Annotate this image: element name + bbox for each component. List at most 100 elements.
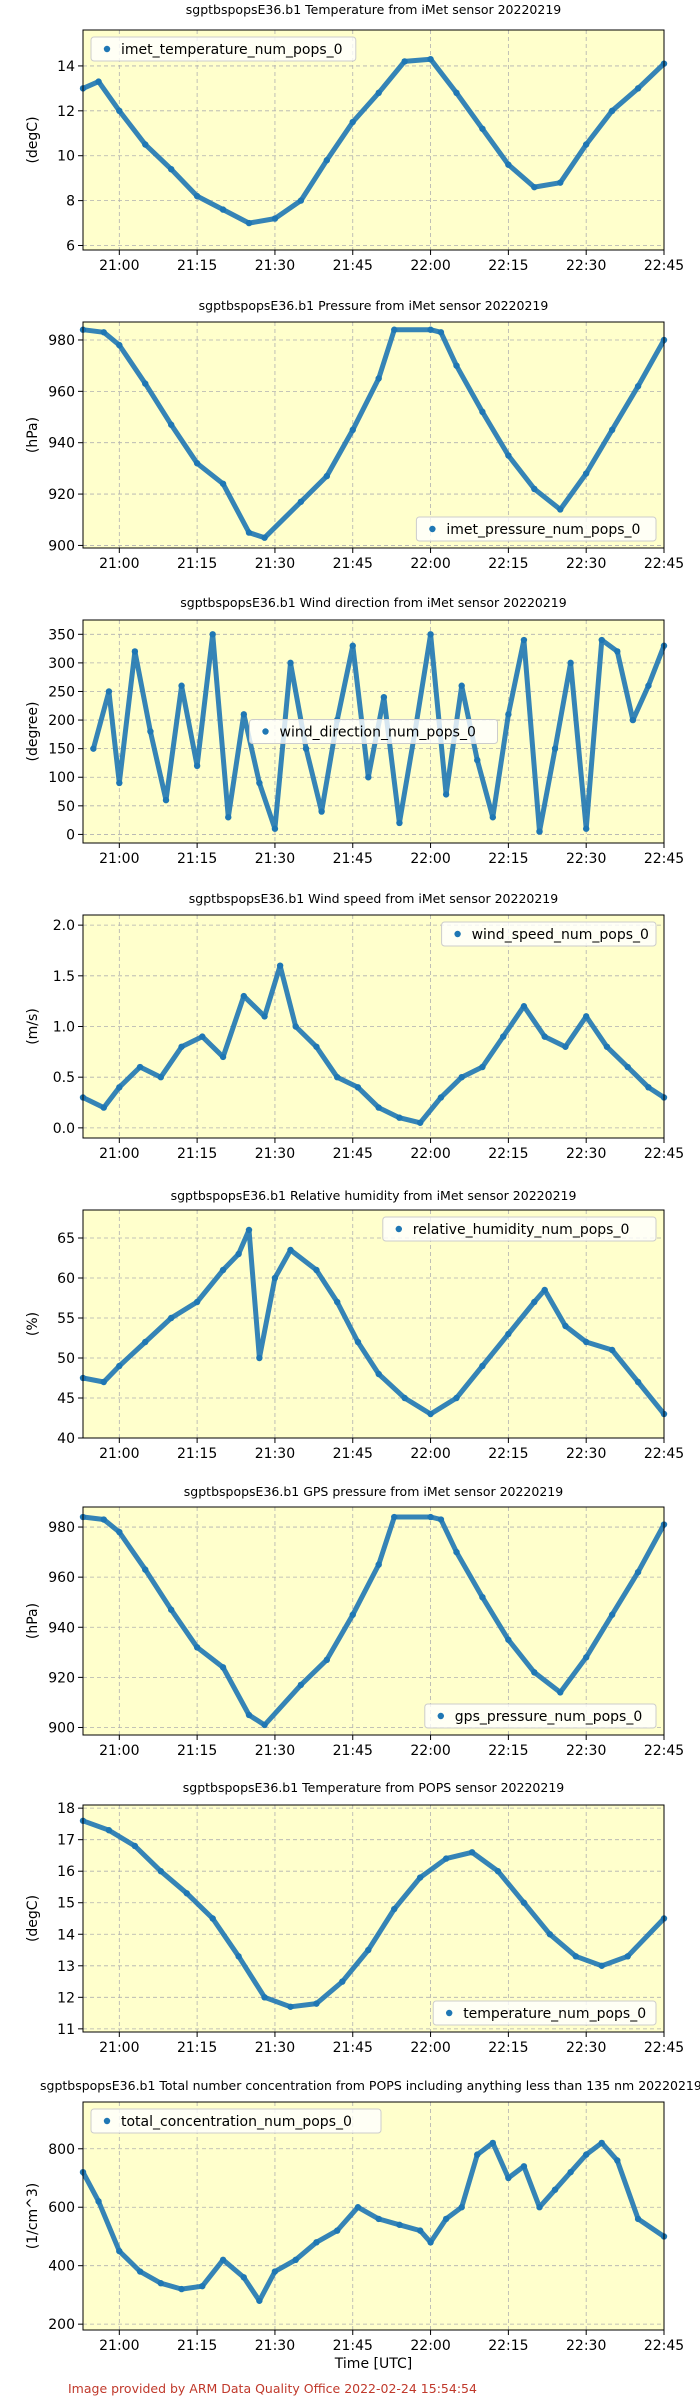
legend: imet_temperature_num_pops_0 (90, 36, 357, 62)
chart-panel-5: 21:00 21:15 21:30 21:45 22:00 22:15 22:30 22:45… (25, 1484, 684, 1759)
x-tick-label: 21:45 (333, 556, 373, 572)
data-point (608, 107, 616, 115)
data-point (416, 2227, 424, 2234)
legend-box (441, 921, 657, 947)
y-tick-label: 0 (66, 827, 75, 843)
data-point (261, 1994, 268, 2001)
chart-title: sgptbspopsE36.b1 Wind speed from iMet se… (189, 891, 558, 906)
chart-title: sgptbspopsE36.b1 Wind direction from iMe… (180, 595, 566, 610)
data-point (453, 89, 460, 97)
legend-marker (446, 2009, 453, 2017)
data-point (391, 1905, 398, 1913)
legend-box (415, 516, 657, 542)
chart-title: sgptbspopsE36.b1 Temperature from iMet s… (186, 2, 562, 17)
data-point (608, 1346, 616, 1354)
y-tick-label: 0.5 (53, 1070, 75, 1086)
x-tick-label: 21:30 (255, 1743, 295, 1759)
x-tick-label: 22:45 (644, 1446, 684, 1462)
legend: gps_pressure_num_pops_0 (424, 1703, 657, 1729)
data-point (157, 1073, 165, 1081)
y-tick-label: 50 (57, 799, 75, 815)
chart-panel-6: 21:00 21:15 21:30 21:45 22:00 22:15 22:30 22:45… (25, 1780, 684, 2056)
x-tick-label: 22:30 (566, 851, 606, 867)
data-point (427, 631, 434, 638)
x-tick-label: 21:00 (99, 2040, 139, 2056)
data-point (323, 472, 331, 480)
data-point (645, 1084, 652, 1091)
x-axis-label: Time [UTC] (334, 2356, 412, 2372)
x-tick-label: 22:45 (644, 851, 684, 867)
y-tick-label: 940 (48, 1620, 75, 1636)
x-tick-label: 22:00 (410, 2040, 450, 2056)
data-point (557, 1689, 564, 1696)
data-point (603, 1043, 611, 1050)
data-point (147, 728, 154, 735)
data-point (375, 375, 382, 382)
data-point (209, 631, 216, 638)
data-point (131, 648, 139, 655)
y-tick-label: 11 (57, 2022, 75, 2038)
x-tick-label: 22:00 (410, 851, 450, 867)
plot-frame (82, 321, 665, 549)
x-tick-label: 22:45 (644, 2338, 684, 2354)
legend-label: total_concentration_num_pops_0 (121, 2114, 352, 2130)
data-point (536, 2204, 543, 2211)
y-axis-label: (hPa) (25, 417, 41, 453)
data-point (582, 1013, 590, 1020)
legend: wind_speed_num_pops_0 (441, 921, 657, 947)
y-tick-label: 12 (57, 1990, 75, 2006)
data-point (634, 2215, 642, 2223)
legend-marker (437, 1712, 444, 1720)
data-point (313, 2239, 320, 2246)
data-point (105, 1827, 113, 1834)
x-tick-label: 21:15 (177, 1146, 217, 1162)
x-tick-label: 22:45 (644, 258, 684, 274)
x-tick-label: 22:15 (488, 258, 528, 274)
data-point (333, 1073, 341, 1081)
chart-panel-4: 21:00 21:15 21:30 21:45 22:00 22:15 22:30 22:45… (25, 1188, 684, 1462)
data-point (354, 1084, 362, 1091)
data-point (131, 1842, 139, 1850)
data-point (354, 1338, 362, 1346)
data-point (442, 791, 450, 798)
data-point (551, 2186, 559, 2193)
data-point (437, 1094, 445, 1101)
data-point (634, 1378, 642, 1386)
data-point (614, 2157, 621, 2164)
data-point (219, 1664, 227, 1671)
data-point (142, 1338, 149, 1346)
x-tick-label: 21:30 (255, 1446, 295, 1462)
data-point (634, 383, 642, 390)
y-tick-label: 300 (48, 656, 75, 672)
x-tick-label: 22:00 (410, 1146, 450, 1162)
x-tick-label: 21:30 (255, 1146, 295, 1162)
data-point (375, 2215, 382, 2223)
data-point (458, 2204, 465, 2211)
y-tick-label: 150 (48, 742, 75, 758)
data-point (557, 179, 564, 186)
data-point (572, 1953, 580, 1960)
y-tick-label: 400 (48, 2259, 75, 2275)
data-point (505, 452, 512, 459)
legend-label: imet_pressure_num_pops_0 (446, 522, 640, 538)
data-point (302, 745, 310, 752)
data-point (531, 1669, 538, 1676)
x-tick-label: 21:45 (333, 2338, 373, 2354)
x-tick-label: 22:30 (566, 2338, 606, 2354)
data-point (608, 426, 616, 434)
data-point (624, 1063, 631, 1071)
y-tick-label: 2.0 (53, 918, 75, 934)
x-tick-label: 22:00 (410, 258, 450, 274)
data-point (116, 341, 123, 349)
y-tick-label: 6 (66, 239, 75, 255)
plot-frame (82, 2101, 665, 2331)
data-point (479, 1063, 486, 1071)
x-tick-label: 22:45 (644, 1743, 684, 1759)
data-point (401, 1394, 408, 1402)
y-tick-label: 16 (57, 1864, 75, 1880)
data-point (505, 711, 512, 718)
data-point (116, 1528, 123, 1536)
legend-box (249, 719, 498, 744)
x-tick-label: 21:15 (177, 258, 217, 274)
data-point (520, 1899, 528, 1906)
